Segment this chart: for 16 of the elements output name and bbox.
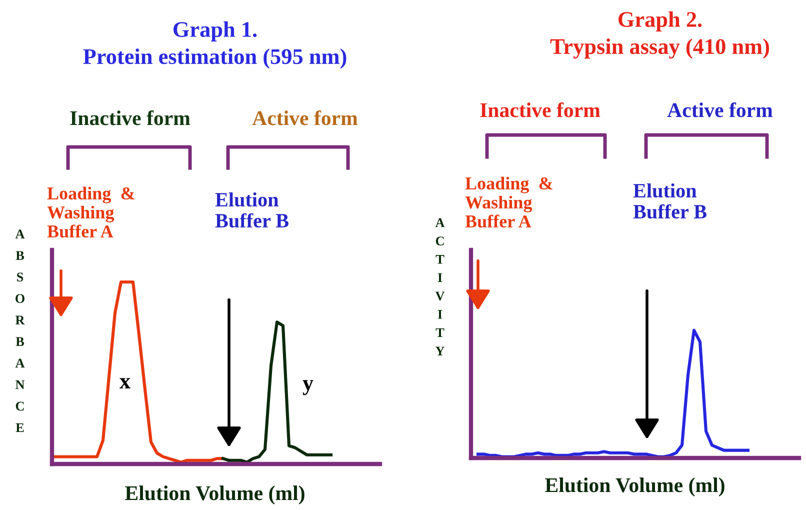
annotation: y [302, 380, 314, 396]
text: Active form [252, 110, 358, 126]
chart-title: Graph 2. Trypsin assay (410 nm) [550, 11, 770, 59]
text: Inactive form [70, 110, 190, 126]
text: Loading & Washing Buffer A [465, 176, 552, 228]
y-axis-title: ACTIVITY [435, 218, 445, 356]
x-axis-title: Elution Volume (ml) [125, 486, 304, 504]
text: Elution Buffer B [215, 192, 288, 228]
text: Active form [667, 102, 773, 118]
text: Inactive form [480, 102, 600, 118]
chart-title: Graph 1. Protein estimation (595 nm) [83, 21, 346, 69]
text: Elution Buffer B [633, 183, 706, 219]
annotation: x [120, 378, 130, 388]
text: ABSORBANCE [15, 230, 25, 432]
x-axis-title: Elution Volume (ml) [545, 478, 724, 496]
text: Loading & Washing Buffer A [47, 186, 134, 238]
